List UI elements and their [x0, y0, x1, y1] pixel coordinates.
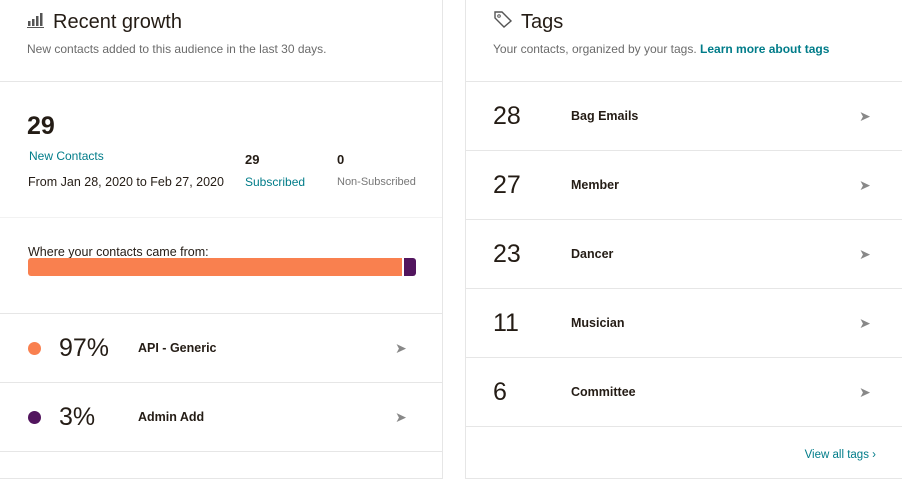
send-icon[interactable]: ➤: [859, 314, 871, 331]
sources-bar: [28, 258, 416, 276]
learn-more-link[interactable]: Learn more about tags: [700, 42, 830, 56]
growth-title: Recent growth: [53, 10, 182, 33]
tag-row[interactable]: 28 Bag Emails ➤: [466, 82, 902, 151]
tag-row[interactable]: 27 Member ➤: [466, 151, 902, 220]
tag-name: Bag Emails: [571, 109, 639, 123]
nonsubscribed-count: 0: [337, 152, 345, 167]
source-row[interactable]: 97% API - Generic ➤: [0, 314, 442, 383]
new-contacts-link[interactable]: New Contacts: [29, 149, 104, 163]
send-icon[interactable]: ➤: [859, 245, 871, 262]
tag-row[interactable]: 11 Musician ➤: [466, 289, 902, 358]
source-row[interactable]: 3% Admin Add ➤: [0, 383, 442, 452]
send-icon[interactable]: ➤: [859, 107, 871, 124]
tag-name: Member: [571, 178, 619, 192]
subscribed-link[interactable]: Subscribed: [245, 175, 306, 189]
source-label: API - Generic: [138, 341, 217, 355]
source-percent: 97%: [59, 333, 110, 362]
send-icon[interactable]: ➤: [859, 383, 871, 400]
new-contacts-count: 29: [27, 112, 55, 140]
view-all-label: View all tags: [804, 449, 869, 461]
growth-subtitle: New contacts added to this audience in t…: [27, 42, 327, 56]
tag-row[interactable]: 23 Dancer ➤: [466, 220, 902, 289]
purple-dot-icon: [28, 410, 41, 424]
source-label: Admin Add: [138, 410, 205, 424]
chevron-right-icon: ›: [872, 449, 876, 461]
tag-name: Committee: [571, 385, 636, 399]
bar-segment-admin-add: [404, 258, 416, 276]
bar-chart-icon: [27, 11, 45, 34]
recent-growth-card: Recent growth New contacts added to this…: [0, 0, 443, 479]
sources-label: Where your contacts came from:: [28, 245, 209, 259]
bar-segment-api-generic: [28, 258, 403, 276]
nonsubscribed-label: Non-Subscribed: [337, 176, 416, 188]
date-range: From Jan 28, 2020 to Feb 27, 2020: [28, 175, 224, 189]
tags-title: Tags: [521, 10, 564, 33]
send-icon[interactable]: ➤: [395, 408, 407, 425]
tag-count: 11: [493, 308, 519, 337]
send-icon[interactable]: ➤: [395, 339, 407, 356]
source-percent: 3%: [59, 402, 96, 431]
tags-card: Tags Your contacts, organized by your ta…: [465, 0, 902, 479]
tag-count: 6: [493, 377, 507, 406]
tag-count: 23: [493, 239, 521, 268]
tag-row[interactable]: 6 Committee ➤: [466, 358, 902, 427]
view-all-tags-link[interactable]: View all tags ›: [805, 449, 876, 461]
subscribed-count: 29: [245, 152, 260, 167]
tags-subtitle: Your contacts, organized by your tags.: [493, 42, 697, 56]
send-icon[interactable]: ➤: [859, 176, 871, 193]
tag-name: Dancer: [571, 247, 614, 261]
tag-count: 28: [493, 101, 521, 130]
tag-icon: [493, 10, 513, 34]
tag-count: 27: [493, 170, 521, 199]
tag-name: Musician: [571, 316, 625, 330]
orange-dot-icon: [28, 341, 41, 355]
